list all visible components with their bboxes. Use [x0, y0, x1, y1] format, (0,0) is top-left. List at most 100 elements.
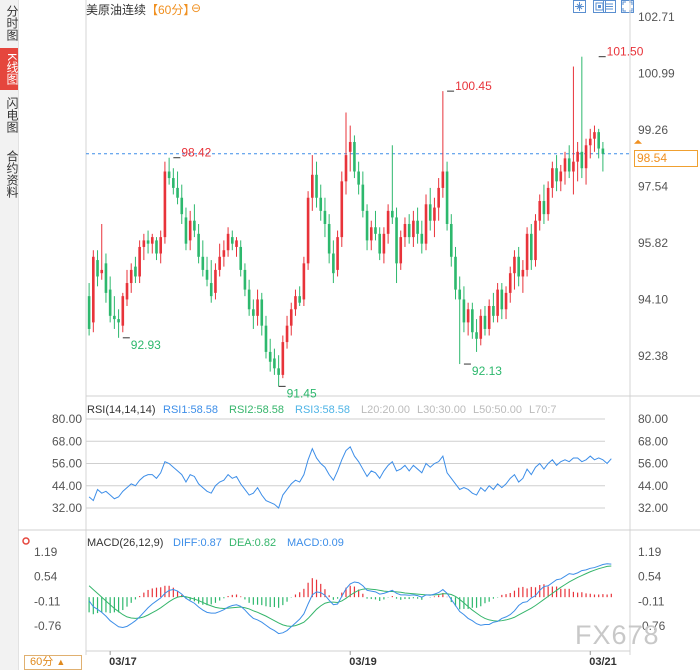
candle-body — [92, 256, 95, 323]
candle-body — [268, 351, 272, 362]
candle-body — [593, 132, 596, 139]
candle-body — [235, 240, 238, 247]
tab-flash-chart[interactable]: 闪电图 — [5, 97, 19, 133]
fullscreen-icon[interactable] — [621, 0, 634, 13]
candle-body — [521, 269, 525, 277]
candle-body — [108, 289, 112, 316]
candle-body — [416, 220, 419, 234]
candle-body — [445, 171, 449, 224]
candle-body — [201, 256, 205, 270]
y-tick-label: 100.99 — [638, 66, 675, 80]
y-tick-label: 102.71 — [638, 10, 675, 24]
candle-body — [319, 197, 323, 211]
candle-body — [205, 269, 209, 280]
macd-y-tick-label: 0.54 — [34, 570, 58, 584]
candle-body — [323, 210, 327, 224]
candle-body — [382, 233, 386, 254]
candle-body — [597, 132, 600, 149]
candle-body — [420, 233, 424, 244]
collapse-icon[interactable]: ⊖ — [191, 1, 202, 15]
candle-body — [563, 158, 567, 172]
candle-body — [134, 266, 137, 277]
period-selector-label: 60分 — [30, 656, 54, 668]
candle-body — [252, 309, 255, 316]
settings-icon[interactable] — [603, 0, 616, 13]
candle-body — [193, 220, 196, 231]
candle-body — [209, 283, 213, 297]
rsi-y-tick-label: 44.00 — [638, 479, 668, 493]
candle-body — [327, 223, 331, 254]
candle-body — [504, 292, 508, 310]
candle-body — [226, 233, 230, 251]
candle-body — [529, 233, 533, 261]
candle-body — [214, 269, 217, 293]
macd-y-tick-label: -0.11 — [638, 594, 665, 608]
macd-y-tick-label: 1.19 — [638, 545, 662, 559]
macd-title: MACD(26,12,9) — [87, 537, 163, 549]
chart-title: 美原油连续 — [86, 3, 147, 17]
candle-body — [230, 237, 234, 244]
period-arrow-icon: ▲ — [56, 657, 66, 667]
candle-body — [302, 263, 306, 300]
candle-body — [256, 299, 259, 316]
x-tick-label: 03/19 — [349, 656, 377, 668]
candle-body — [348, 141, 352, 152]
rsi-legend-item: L50:50.00 — [473, 404, 522, 416]
rsi-y-tick-label: 56.00 — [52, 457, 82, 471]
rsi-title: RSI(14,14,14) — [87, 404, 155, 416]
macd-y-tick-label: 0.54 — [638, 570, 662, 584]
candle-body — [551, 168, 554, 188]
candle-body — [601, 148, 605, 154]
candle-body — [281, 342, 285, 375]
candle-body — [546, 187, 550, 215]
rsi-y-tick-label: 68.00 — [638, 434, 668, 448]
candle-body — [487, 305, 491, 329]
candle-body — [222, 250, 226, 257]
candle-body — [129, 269, 133, 284]
period-selector[interactable]: 60分 ▲ — [24, 655, 82, 670]
candle-body — [294, 296, 297, 310]
candle-body — [264, 325, 268, 352]
macd-y-tick-label: -0.76 — [34, 619, 62, 633]
settings-gear-icon[interactable] — [22, 537, 30, 545]
zoom-in-icon[interactable] — [573, 0, 586, 13]
candle-body — [391, 210, 394, 218]
candle-body — [172, 178, 175, 188]
candle-body — [311, 174, 314, 198]
current-price-label: 98.54 — [634, 150, 698, 167]
candle-body — [247, 289, 251, 310]
price-marker-icon — [634, 139, 642, 144]
x-tick-label: 03/21 — [589, 656, 617, 668]
extreme-value-label: 92.13 — [472, 364, 502, 378]
candle-body — [176, 187, 179, 198]
candle-body — [277, 368, 280, 375]
candle-body — [306, 197, 310, 264]
candle-body — [525, 233, 529, 270]
candle-body — [138, 246, 141, 277]
rsi-y-tick-label: 44.00 — [52, 479, 82, 493]
candle-body — [588, 138, 592, 146]
candle-body — [357, 171, 360, 185]
candle-body — [159, 237, 163, 254]
tab-time-chart[interactable]: 分时图 — [5, 5, 19, 41]
candle-body — [218, 256, 221, 270]
candle-body — [117, 319, 120, 323]
rsi-legend-item: L70:7 — [529, 404, 557, 416]
extreme-value-label: 100.45 — [455, 79, 492, 93]
candle-body — [492, 305, 495, 316]
candle-body — [471, 309, 474, 333]
y-tick-label: 99.26 — [638, 123, 668, 137]
candle-body — [239, 246, 243, 270]
tab-k-line-chart[interactable]: K线图 — [0, 48, 19, 90]
tab-contract-info[interactable]: 合约资料 — [5, 150, 19, 198]
zoom-out-icon[interactable] — [593, 0, 606, 13]
candle-body — [298, 296, 301, 303]
candle-body — [500, 289, 504, 310]
candle-body — [365, 210, 369, 241]
macd-legend-item: DEA:0.82 — [229, 537, 276, 549]
candle-body — [559, 171, 563, 182]
macd-y-tick-label: -0.11 — [34, 594, 61, 608]
candle-body — [197, 233, 200, 257]
y-tick-label: 97.54 — [638, 180, 668, 194]
